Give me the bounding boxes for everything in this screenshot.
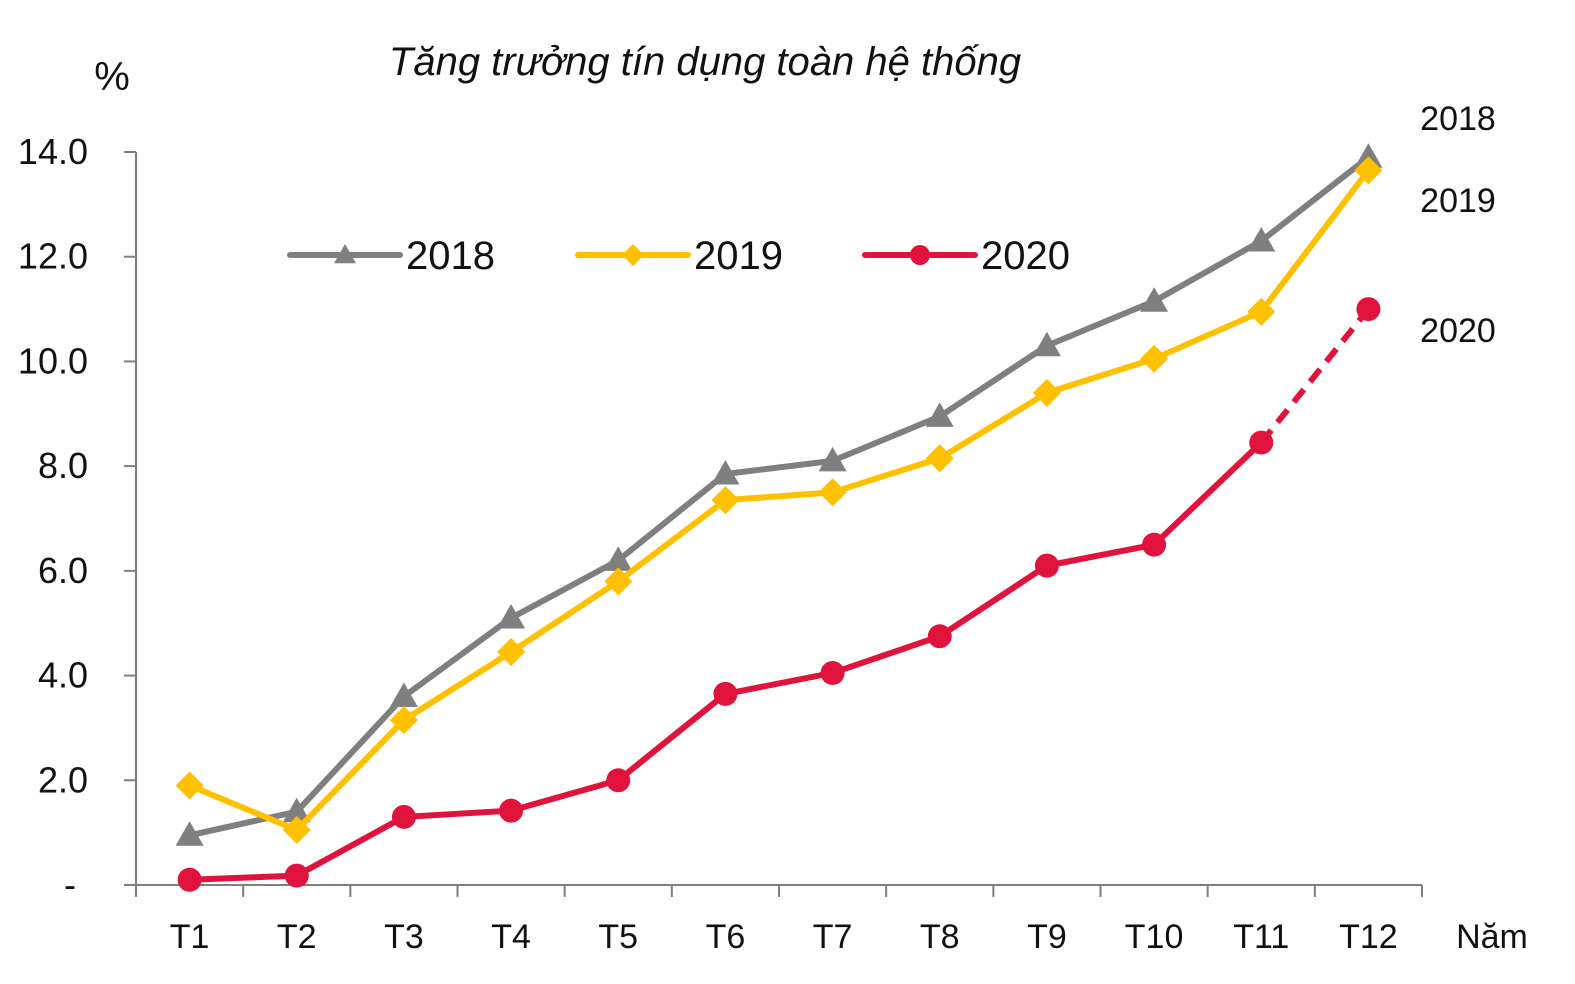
data-point [713, 681, 738, 706]
data-point [177, 867, 202, 892]
data-point [1354, 143, 1383, 168]
data-point [925, 402, 954, 427]
legend-item-2018: 2018 [287, 234, 495, 278]
y-tick-label: - [64, 864, 76, 905]
end-labels: 2018 2019 2020 [1420, 100, 1496, 350]
legend-marker [622, 244, 644, 266]
axes: - 2.0 4.0 6.0 8.0 10.0 12.0 14.0 T1 T2 T3 T4 T5 T6 T7 T… [18, 131, 1423, 956]
data-point [818, 478, 847, 507]
x-tick-label: T7 [813, 918, 853, 956]
legend-label: 2020 [981, 234, 1070, 278]
x-tick-label: T9 [1027, 918, 1067, 956]
x-tick-label: T10 [1125, 918, 1184, 956]
data-point [389, 682, 418, 708]
data-point [818, 446, 847, 472]
data-point [284, 863, 309, 888]
data-point [1140, 287, 1169, 312]
legend-label: 2019 [694, 234, 783, 278]
y-tick-label: 2.0 [38, 759, 88, 800]
y-tick-label: 8.0 [38, 445, 88, 486]
data-point [1247, 227, 1276, 252]
x-tick-label: T8 [920, 918, 960, 956]
legend-marker [910, 245, 930, 265]
data-point [1247, 297, 1276, 326]
y-tick-label: 14.0 [18, 131, 88, 172]
data-point [497, 638, 526, 667]
x-axis-label: Năm [1456, 918, 1528, 956]
legend-marker [334, 244, 356, 264]
x-tick-label: T6 [706, 918, 746, 956]
data-point [389, 706, 418, 735]
x-tick-label: T11 [1233, 918, 1289, 956]
data-point [1032, 331, 1061, 357]
end-label-2020: 2020 [1420, 312, 1496, 350]
legend-item-2019: 2019 [575, 234, 783, 278]
data-point [1354, 156, 1383, 185]
legend-item-2020: 2020 [862, 234, 1070, 278]
data-point [497, 603, 526, 629]
end-label-2018: 2018 [1420, 100, 1496, 138]
series-2020 [177, 297, 1381, 892]
legend: 2018 2019 2020 [287, 234, 1070, 278]
data-point [1140, 344, 1169, 373]
data-point [282, 816, 311, 845]
series-layer [175, 143, 1383, 892]
series-2019 [175, 156, 1383, 845]
y-tick-label: 12.0 [18, 236, 88, 277]
legend-label: 2018 [406, 234, 495, 278]
y-tick-label: 6.0 [38, 550, 88, 591]
data-point [282, 797, 311, 823]
data-point [1142, 532, 1167, 557]
y-tick-label: 4.0 [38, 655, 88, 696]
x-tick-label: T2 [277, 918, 317, 956]
data-point [820, 660, 845, 685]
series-line [186, 154, 1372, 839]
data-point [604, 546, 633, 571]
end-label-2019: 2019 [1420, 182, 1496, 220]
series-line [186, 167, 1372, 834]
series-line-dashed [1258, 307, 1371, 445]
data-point [606, 768, 631, 793]
data-point [711, 459, 740, 485]
x-tick-label: T4 [491, 918, 531, 956]
data-point [927, 624, 952, 649]
data-point [925, 444, 954, 473]
series-2018 [175, 143, 1383, 846]
data-point [391, 804, 416, 829]
data-point [499, 798, 524, 823]
data-point [1249, 430, 1274, 455]
data-point [604, 567, 633, 596]
data-point [1356, 297, 1381, 322]
data-point [1032, 378, 1061, 407]
x-tick-label: T12 [1339, 918, 1398, 956]
x-tick-label: T3 [384, 918, 424, 956]
x-tick-label: T1 [170, 918, 210, 956]
x-tick-label: T5 [598, 918, 638, 956]
y-axis-unit: % [94, 55, 130, 99]
data-point [175, 771, 204, 800]
chart-title: Tăng trưởng tín dụng toàn hệ thống [389, 40, 1021, 84]
data-point [711, 486, 740, 515]
data-point [175, 821, 204, 846]
data-point [1034, 553, 1059, 578]
y-tick-label: 10.0 [18, 340, 88, 381]
